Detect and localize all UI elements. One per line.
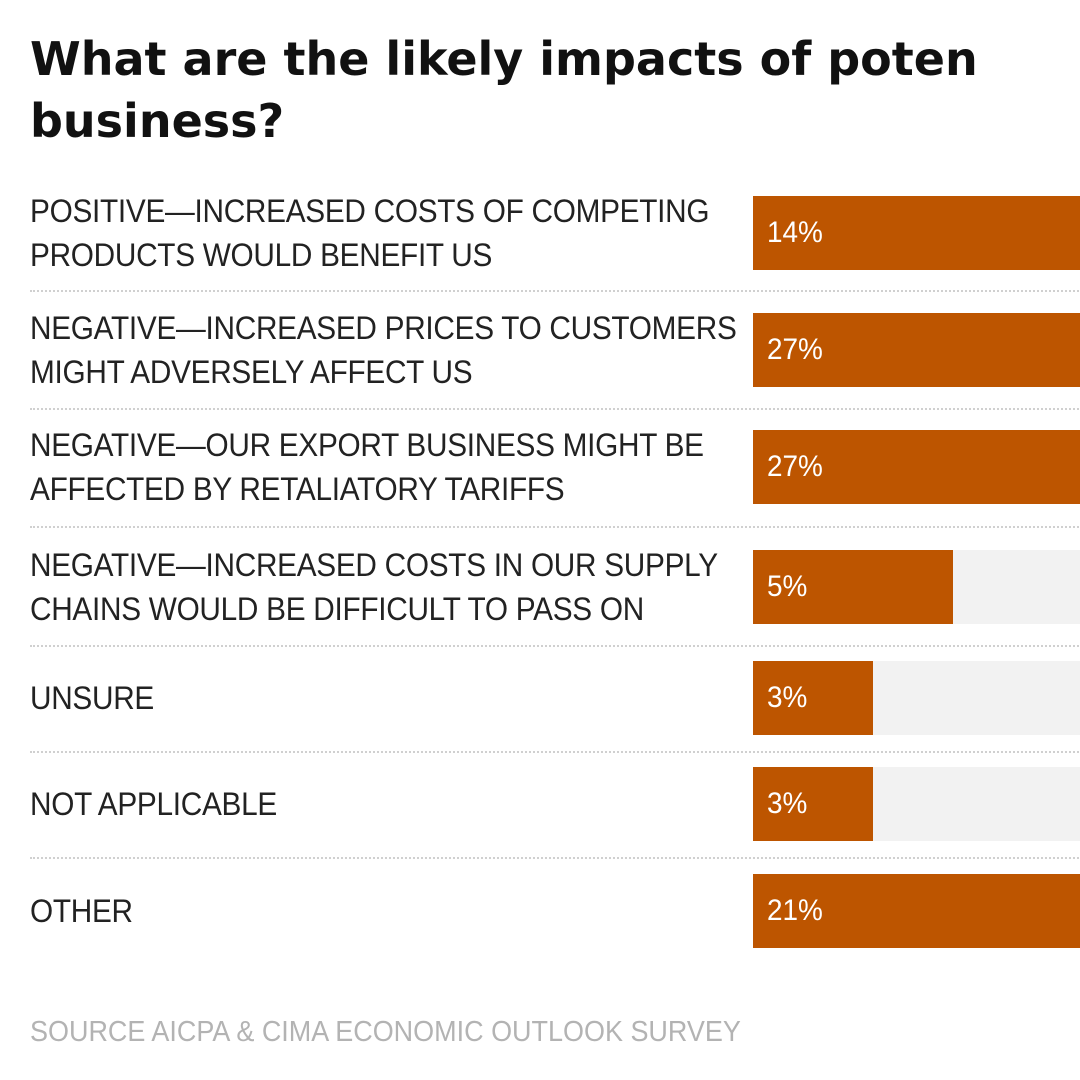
category-label-line: NOT APPLICABLE <box>30 786 277 822</box>
category-label-line: UNSURE <box>30 680 154 716</box>
bar-track: 3% <box>753 767 1080 841</box>
chart-title: What are the likely impacts of poten bus… <box>30 28 1080 152</box>
category-label: NEGATIVE—INCREASED PRICES TO CUSTOMERS MI… <box>30 306 737 394</box>
value-label: 21% <box>767 894 823 927</box>
category-label: OTHER <box>30 889 695 933</box>
category-label-line: MIGHT ADVERSELY AFFECT US <box>30 354 473 390</box>
row-divider <box>30 645 1080 647</box>
bar <box>753 430 1080 504</box>
row-divider <box>30 751 1080 753</box>
category-label-line: CHAINS WOULD BE DIFFICULT TO PASS ON <box>30 591 644 627</box>
category-label-line: POSITIVE—INCREASED COSTS OF COMPETING <box>30 193 710 229</box>
category-label: NOT APPLICABLE <box>30 782 695 826</box>
bar <box>753 313 1080 387</box>
category-label: UNSURE <box>30 676 695 720</box>
bar-track: 3% <box>753 661 1080 735</box>
category-label-line: NEGATIVE—INCREASED COSTS IN OUR SUPPLY <box>30 547 718 583</box>
category-label: NEGATIVE—OUR EXPORT BUSINESS MIGHT BE AFF… <box>30 423 704 511</box>
bar <box>753 196 1080 270</box>
bar <box>753 874 1080 948</box>
chart-title-line-1: What are the likely impacts of poten <box>30 32 978 86</box>
category-label-line: OTHER <box>30 893 133 929</box>
row-divider <box>30 290 1080 292</box>
bar-track: 27% <box>753 430 1080 504</box>
category-label-line: PRODUCTS WOULD BENEFIT US <box>30 237 493 273</box>
bar <box>753 550 953 624</box>
bar-track: 27% <box>753 313 1080 387</box>
category-label-line: NEGATIVE—INCREASED PRICES TO CUSTOMERS <box>30 310 737 346</box>
bar-track: 21% <box>753 874 1080 948</box>
category-label: NEGATIVE—INCREASED COSTS IN OUR SUPPLY CH… <box>30 543 718 631</box>
value-label: 27% <box>767 450 823 483</box>
row-divider <box>30 526 1080 528</box>
bar <box>753 767 873 841</box>
bar-track: 5% <box>753 550 1080 624</box>
chart-title-line-2: business? <box>30 94 285 148</box>
bar-track: 14% <box>753 196 1080 270</box>
category-label-line: AFFECTED BY RETALIATORY TARIFFS <box>30 471 565 507</box>
category-label: POSITIVE—INCREASED COSTS OF COMPETING PRO… <box>30 189 710 277</box>
source-note: SOURCE AICPA & CIMA ECONOMIC OUTLOOK SUR… <box>30 1016 741 1048</box>
row-divider <box>30 857 1080 859</box>
value-label: 3% <box>767 681 808 714</box>
value-label: 27% <box>767 333 823 366</box>
bar <box>753 661 873 735</box>
value-label: 3% <box>767 787 808 820</box>
value-label: 5% <box>767 570 808 603</box>
category-label-line: NEGATIVE—OUR EXPORT BUSINESS MIGHT BE <box>30 427 704 463</box>
value-label: 14% <box>767 216 823 249</box>
row-divider <box>30 408 1080 410</box>
